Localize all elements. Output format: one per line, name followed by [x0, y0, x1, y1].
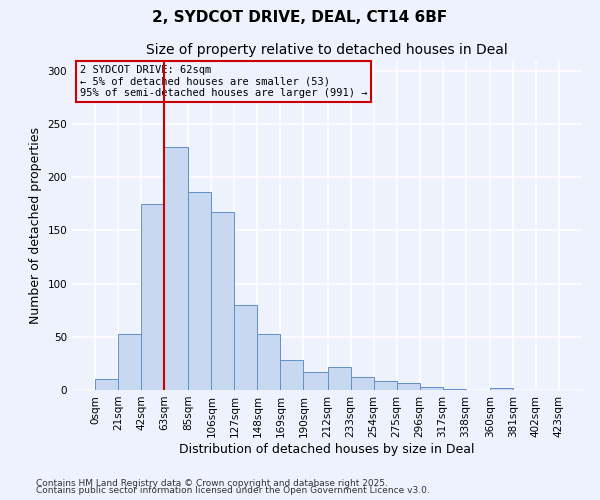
Y-axis label: Number of detached properties: Number of detached properties: [29, 126, 42, 324]
Bar: [280, 360, 304, 390]
Bar: [211, 212, 235, 390]
Bar: [350, 377, 374, 390]
Bar: [164, 148, 188, 390]
Bar: [374, 382, 397, 390]
Bar: [188, 192, 211, 390]
Bar: [118, 334, 141, 390]
Bar: [419, 387, 443, 390]
Bar: [141, 204, 164, 390]
X-axis label: Distribution of detached houses by size in Deal: Distribution of detached houses by size …: [179, 442, 475, 456]
Text: Contains HM Land Registry data © Crown copyright and database right 2025.: Contains HM Land Registry data © Crown c…: [36, 478, 388, 488]
Bar: [328, 366, 350, 390]
Bar: [235, 305, 257, 390]
Bar: [443, 389, 466, 390]
Title: Size of property relative to detached houses in Deal: Size of property relative to detached ho…: [146, 44, 508, 58]
Bar: [304, 372, 328, 390]
Bar: [257, 334, 280, 390]
Text: Contains public sector information licensed under the Open Government Licence v3: Contains public sector information licen…: [36, 486, 430, 495]
Bar: [95, 380, 118, 390]
Bar: [397, 382, 419, 390]
Bar: [490, 388, 513, 390]
Text: 2, SYDCOT DRIVE, DEAL, CT14 6BF: 2, SYDCOT DRIVE, DEAL, CT14 6BF: [152, 10, 448, 25]
Text: 2 SYDCOT DRIVE: 62sqm
← 5% of detached houses are smaller (53)
95% of semi-detac: 2 SYDCOT DRIVE: 62sqm ← 5% of detached h…: [80, 65, 367, 98]
